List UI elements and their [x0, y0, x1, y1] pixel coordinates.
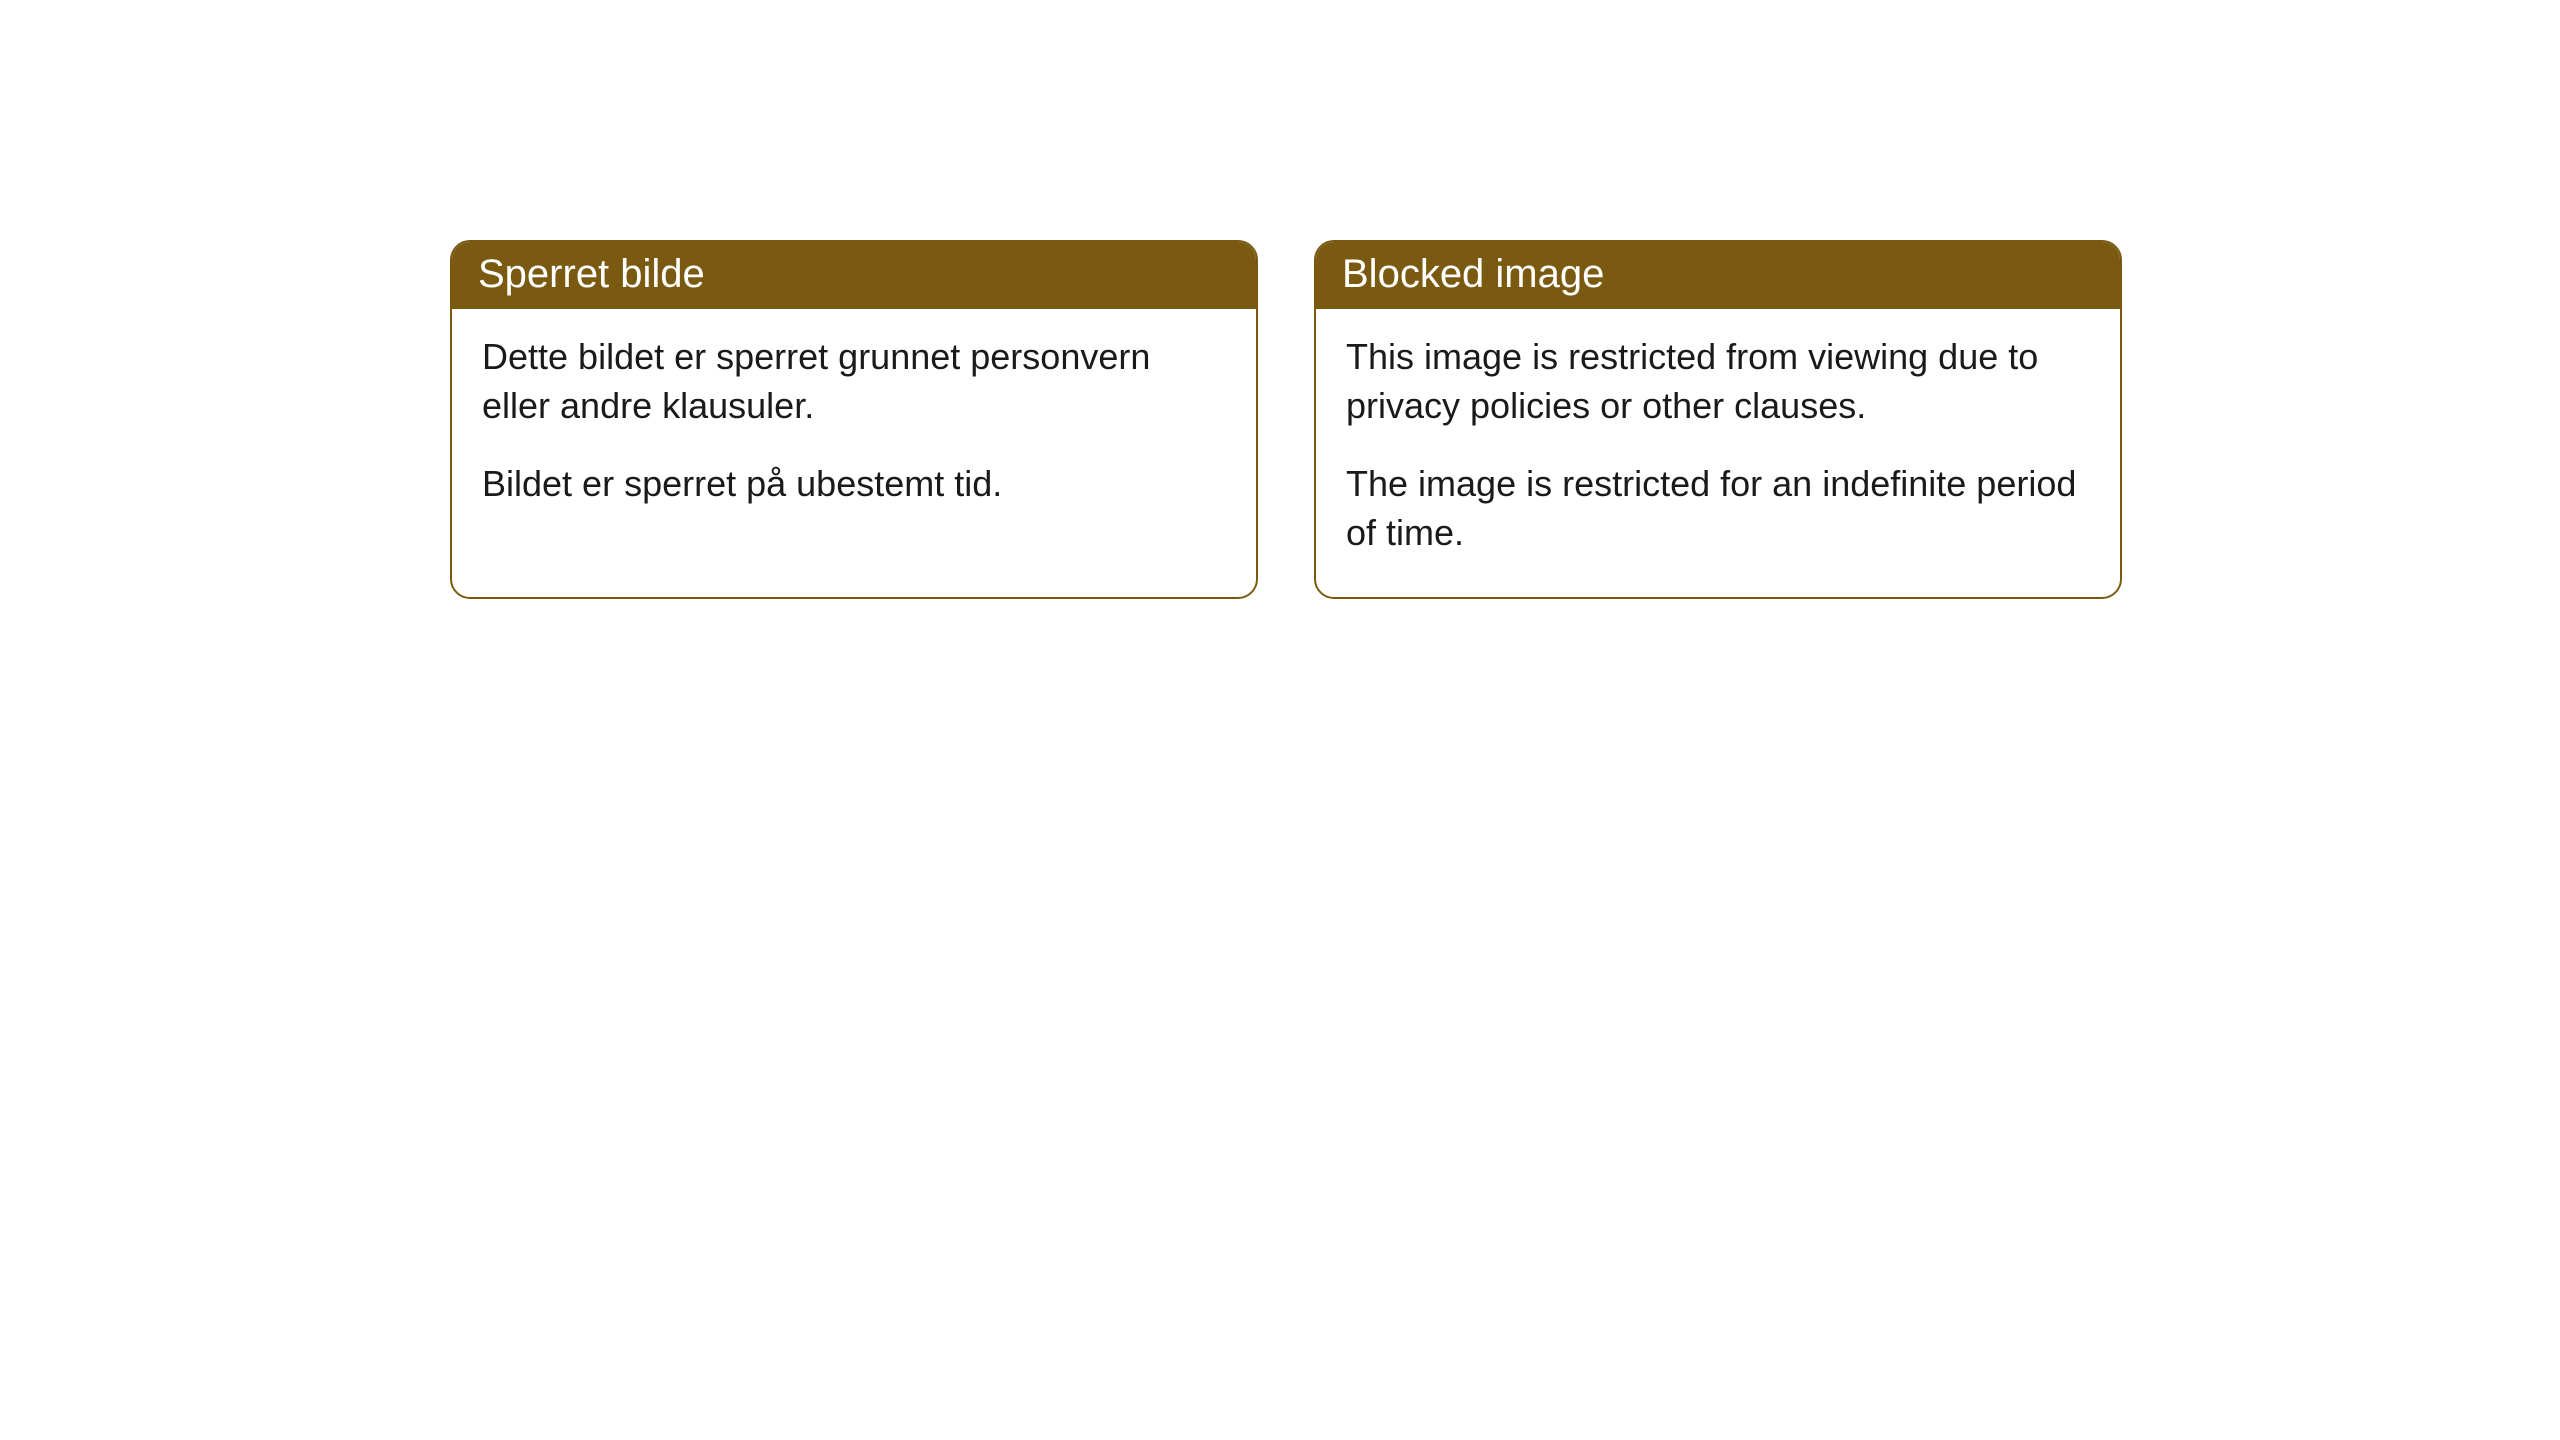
- card-paragraph-1-english: This image is restricted from viewing du…: [1346, 333, 2090, 430]
- card-body-norwegian: Dette bildet er sperret grunnet personve…: [452, 309, 1256, 549]
- card-paragraph-1-norwegian: Dette bildet er sperret grunnet personve…: [482, 333, 1226, 430]
- card-body-english: This image is restricted from viewing du…: [1316, 309, 2120, 597]
- card-norwegian: Sperret bilde Dette bildet er sperret gr…: [450, 240, 1258, 599]
- card-paragraph-2-english: The image is restricted for an indefinit…: [1346, 460, 2090, 557]
- card-header-norwegian: Sperret bilde: [452, 242, 1256, 309]
- card-paragraph-2-norwegian: Bildet er sperret på ubestemt tid.: [482, 460, 1226, 509]
- cards-container: Sperret bilde Dette bildet er sperret gr…: [450, 240, 2560, 599]
- card-header-english: Blocked image: [1316, 242, 2120, 309]
- card-english: Blocked image This image is restricted f…: [1314, 240, 2122, 599]
